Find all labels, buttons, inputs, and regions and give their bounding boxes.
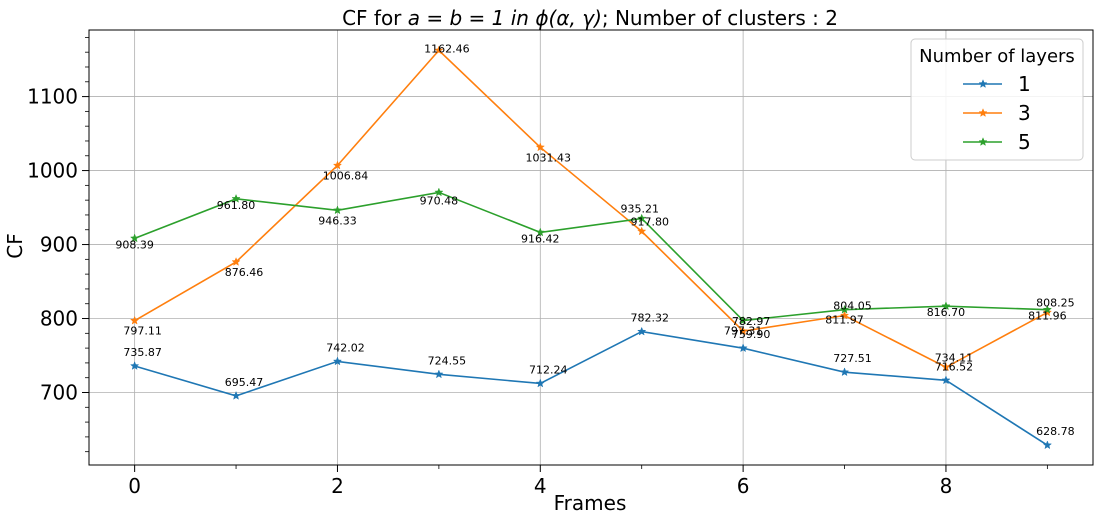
x-tick-label: 8: [940, 474, 953, 498]
data-point: [637, 226, 647, 236]
data-point: [332, 160, 343, 170]
data-label: 724.55: [428, 354, 467, 367]
data-point: [129, 233, 140, 243]
data-label: 695.47: [225, 376, 264, 389]
y-axis-label: CF: [3, 233, 27, 258]
chart-title-suffix: ; Number of clusters : 2: [602, 6, 838, 30]
legend-title: Number of layers: [919, 46, 1075, 67]
plot-area-frame: [88, 29, 1094, 466]
data-label: 1006.84: [323, 170, 369, 183]
data-point: [129, 315, 140, 325]
x-tick-label: 2: [331, 474, 344, 498]
series-3: [129, 45, 1053, 372]
y-tick-label: 800: [40, 307, 78, 331]
data-label: 628.78: [1036, 425, 1075, 438]
data-label: 946.33: [318, 214, 357, 227]
data-label: 876.46: [225, 266, 264, 279]
legend-label: 1: [1018, 72, 1031, 96]
data-point: [839, 304, 850, 314]
legend-marker: [978, 108, 988, 117]
series-layer: [129, 45, 1053, 450]
legend-item-1: 1: [963, 72, 1031, 96]
data-label: 816.70: [927, 306, 966, 319]
data-label: 808.25: [1036, 296, 1075, 309]
data-label: 797.11: [123, 325, 162, 338]
y-tick-label: 900: [40, 233, 78, 257]
data-label: 759.90: [732, 328, 771, 341]
series-line: [134, 191, 1048, 322]
data-point: [839, 310, 850, 320]
data-label: 742.02: [326, 341, 365, 354]
data-label: 716.52: [935, 360, 974, 373]
data-point: [535, 378, 545, 388]
data-label: 970.48: [420, 194, 459, 207]
chart-title-prefix: CF for: [342, 6, 408, 30]
legend-label: 5: [1018, 130, 1031, 154]
data-point: [129, 361, 140, 370]
chart-title: CF for a = b = 1 in ϕ(α, γ); Number of c…: [342, 6, 838, 30]
data-point: [535, 227, 545, 237]
data-point: [637, 326, 647, 336]
legend-item-3: 3: [963, 101, 1031, 125]
legend-marker: [978, 79, 988, 88]
data-point: [738, 315, 748, 325]
data-label: 1162.46: [424, 42, 470, 55]
y-tick-label: 700: [40, 381, 78, 405]
series-5: [129, 187, 1053, 325]
data-label: 712.24: [529, 363, 568, 376]
data-point: [941, 375, 951, 385]
data-point: [1042, 304, 1053, 314]
data-point: [1042, 440, 1053, 450]
data-label: 917.80: [630, 215, 669, 228]
data-point: [231, 193, 241, 203]
data-label: 727.51: [833, 352, 872, 365]
data-label: 1031.43: [526, 151, 572, 164]
data-label: 734.11: [935, 351, 974, 364]
series-line: [134, 330, 1048, 446]
data-label: 935.21: [620, 202, 659, 215]
data-point: [941, 362, 951, 372]
data-label: 735.87: [123, 346, 162, 359]
data-label: 811.96: [1028, 310, 1067, 323]
axis-ticks: 0 2 4 6 8 700 800 900 1000 1100: [27, 36, 1048, 498]
data-point: [231, 257, 241, 266]
data-point: [434, 187, 444, 197]
y-tick-label: 1100: [27, 85, 78, 109]
data-label: 782.32: [630, 312, 669, 325]
data-label: 797.31: [724, 325, 763, 338]
data-point: [231, 390, 241, 400]
y-tick-label: 1000: [27, 159, 78, 183]
data-point: [1042, 307, 1053, 317]
data-point: [332, 205, 343, 215]
legend-item-5: 5: [963, 130, 1031, 154]
data-point: [941, 301, 951, 311]
x-axis-label: Frames: [554, 491, 627, 515]
data-label: 804.05: [833, 300, 872, 313]
series-line: [134, 49, 1048, 369]
data-label: 916.42: [521, 232, 560, 245]
legend-box: [910, 38, 1084, 161]
data-label: 961.80: [217, 199, 256, 212]
data-label: 811.97: [825, 314, 864, 327]
data-label: 782.97: [732, 315, 771, 328]
data-point: [434, 369, 444, 379]
data-point: [535, 142, 545, 152]
data-point: [434, 45, 444, 55]
data-point: [839, 367, 850, 377]
chart-title-math: a = b = 1 in ϕ(α, γ): [408, 6, 602, 30]
x-tick-label: 6: [737, 474, 750, 498]
data-point: [332, 356, 343, 366]
series-1: [129, 326, 1053, 450]
data-point: [738, 343, 748, 353]
data-labels: 735.87 695.47 742.02 724.55 712.24 782.32 759.…: [115, 42, 1074, 438]
data-point: [738, 326, 748, 336]
legend-label: 3: [1018, 101, 1031, 125]
legend-marker: [978, 137, 988, 146]
legend: Number of layers 1 3 5: [910, 38, 1084, 161]
data-point: [637, 213, 647, 223]
x-tick-label: 4: [534, 474, 547, 498]
x-tick-label: 0: [128, 474, 141, 498]
data-label: 908.39: [115, 238, 154, 251]
